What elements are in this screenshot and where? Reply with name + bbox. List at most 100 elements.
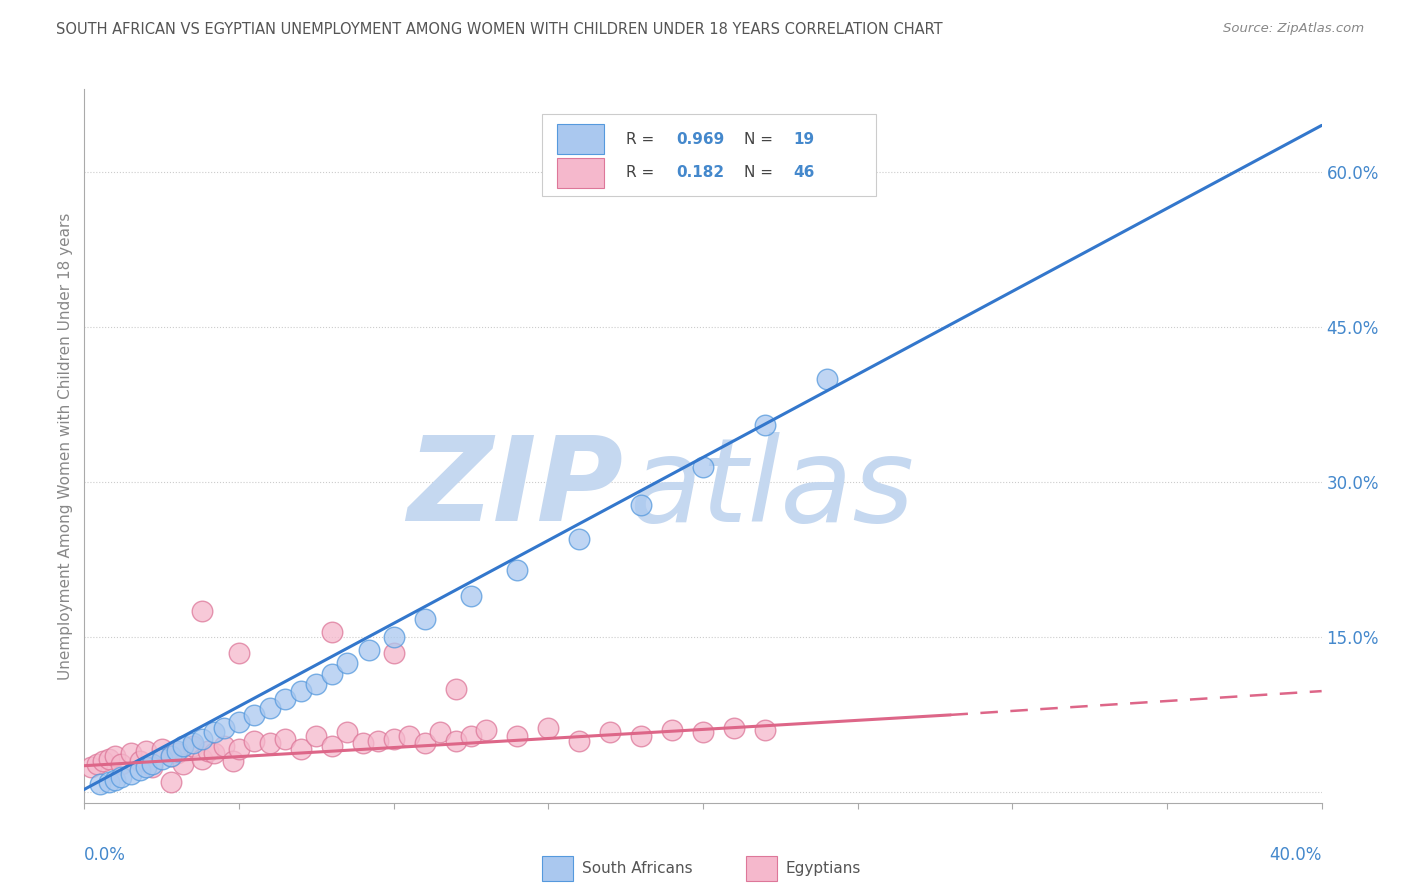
Point bbox=[599, 725, 621, 739]
Point bbox=[89, 777, 111, 791]
Point bbox=[429, 725, 451, 739]
Text: SOUTH AFRICAN VS EGYPTIAN UNEMPLOYMENT AMONG WOMEN WITH CHILDREN UNDER 18 YEARS : SOUTH AFRICAN VS EGYPTIAN UNEMPLOYMENT A… bbox=[56, 22, 943, 37]
Text: 46: 46 bbox=[793, 165, 814, 180]
Point bbox=[305, 729, 328, 743]
Point bbox=[537, 722, 560, 736]
Point bbox=[243, 707, 266, 722]
Bar bbox=[557, 158, 605, 187]
Text: 19: 19 bbox=[793, 132, 814, 146]
Point bbox=[141, 759, 163, 773]
Point bbox=[228, 742, 250, 756]
Bar bbox=[557, 124, 605, 154]
Text: ZIP: ZIP bbox=[406, 432, 623, 546]
Text: 0.182: 0.182 bbox=[676, 165, 724, 180]
Point bbox=[259, 736, 281, 750]
Point bbox=[181, 739, 204, 753]
Point bbox=[191, 752, 214, 766]
Point bbox=[352, 736, 374, 750]
Point bbox=[160, 749, 183, 764]
Point bbox=[460, 729, 482, 743]
Point bbox=[723, 722, 745, 736]
Point bbox=[290, 742, 312, 756]
Point bbox=[135, 759, 157, 773]
Point bbox=[754, 723, 776, 738]
Point bbox=[398, 729, 420, 743]
Point bbox=[79, 759, 101, 773]
Point bbox=[110, 770, 132, 784]
Point bbox=[120, 746, 142, 760]
Point bbox=[166, 744, 188, 758]
Point bbox=[321, 625, 343, 640]
Point bbox=[661, 723, 683, 738]
Point bbox=[86, 756, 108, 771]
Text: Source: ZipAtlas.com: Source: ZipAtlas.com bbox=[1223, 22, 1364, 36]
Point bbox=[506, 563, 529, 577]
Y-axis label: Unemployment Among Women with Children Under 18 years: Unemployment Among Women with Children U… bbox=[58, 212, 73, 680]
Point bbox=[475, 723, 498, 738]
Point bbox=[129, 763, 152, 777]
Point bbox=[382, 630, 405, 644]
Point bbox=[367, 733, 389, 747]
Point bbox=[290, 684, 312, 698]
Text: atlas: atlas bbox=[628, 432, 914, 546]
Point bbox=[228, 715, 250, 730]
Text: 40.0%: 40.0% bbox=[1270, 846, 1322, 863]
Text: R =: R = bbox=[626, 132, 659, 146]
Point bbox=[274, 731, 297, 746]
Point bbox=[110, 756, 132, 771]
Point bbox=[222, 755, 245, 769]
Point bbox=[305, 677, 328, 691]
Point bbox=[166, 746, 188, 760]
Point bbox=[444, 733, 467, 747]
Point bbox=[202, 725, 225, 739]
Point bbox=[815, 372, 838, 386]
Point bbox=[98, 775, 121, 789]
Point bbox=[172, 756, 194, 771]
Point bbox=[259, 700, 281, 714]
Bar bbox=[747, 856, 778, 881]
Point bbox=[104, 772, 127, 787]
Point bbox=[460, 589, 482, 603]
Point bbox=[413, 612, 436, 626]
Point bbox=[243, 733, 266, 747]
Point bbox=[692, 459, 714, 474]
Point bbox=[197, 744, 219, 758]
Point bbox=[630, 498, 652, 512]
Point bbox=[274, 692, 297, 706]
Point bbox=[150, 752, 173, 766]
Point bbox=[160, 749, 183, 764]
Point bbox=[630, 729, 652, 743]
Point bbox=[191, 605, 214, 619]
Point bbox=[382, 731, 405, 746]
Point bbox=[160, 775, 183, 789]
Point bbox=[382, 646, 405, 660]
Point bbox=[98, 752, 121, 766]
Point bbox=[228, 646, 250, 660]
Text: 0.969: 0.969 bbox=[676, 132, 724, 146]
Point bbox=[321, 739, 343, 753]
Point bbox=[91, 755, 114, 769]
Point bbox=[413, 736, 436, 750]
Text: 0.0%: 0.0% bbox=[84, 846, 127, 863]
FancyBboxPatch shape bbox=[543, 114, 876, 196]
Point bbox=[212, 722, 235, 736]
Point bbox=[150, 742, 173, 756]
Point bbox=[129, 755, 152, 769]
Text: South Africans: South Africans bbox=[582, 861, 692, 876]
Point bbox=[444, 681, 467, 696]
Text: Egyptians: Egyptians bbox=[786, 861, 862, 876]
Point bbox=[336, 725, 359, 739]
Point bbox=[181, 736, 204, 750]
Point bbox=[357, 642, 380, 657]
Text: N =: N = bbox=[744, 165, 778, 180]
Point bbox=[568, 733, 591, 747]
Text: N =: N = bbox=[744, 132, 778, 146]
Point bbox=[692, 725, 714, 739]
Point bbox=[172, 739, 194, 753]
Text: R =: R = bbox=[626, 165, 659, 180]
Bar bbox=[543, 856, 574, 881]
Point bbox=[191, 731, 214, 746]
Point bbox=[120, 767, 142, 781]
Point bbox=[321, 666, 343, 681]
Point bbox=[506, 729, 529, 743]
